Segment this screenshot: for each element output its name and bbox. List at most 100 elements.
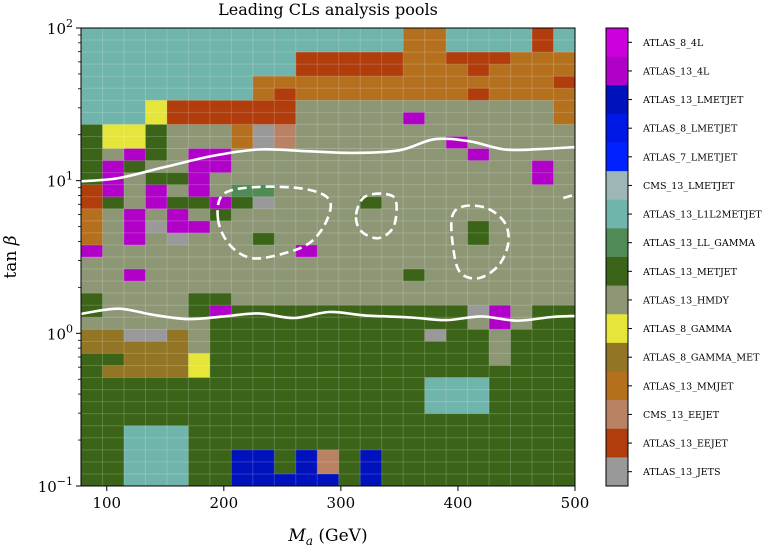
heatmap-cell bbox=[360, 257, 383, 270]
heatmap-cell bbox=[123, 317, 146, 330]
heatmap-cell bbox=[145, 136, 168, 149]
heatmap-cell bbox=[252, 389, 275, 403]
heatmap-cell bbox=[295, 293, 318, 306]
heatmap-cell bbox=[102, 64, 125, 77]
heatmap-cell bbox=[295, 28, 318, 41]
heatmap-cell bbox=[274, 196, 297, 210]
heatmap-cell bbox=[424, 76, 447, 89]
heatmap-cell bbox=[295, 100, 318, 113]
heatmap-cell bbox=[317, 473, 340, 487]
heatmap-cell bbox=[532, 148, 554, 161]
heatmap-cell bbox=[338, 353, 361, 366]
heatmap-cell bbox=[102, 269, 125, 282]
heatmap-cell bbox=[381, 76, 404, 89]
heatmap-cell bbox=[553, 100, 576, 113]
heatmap-cell bbox=[252, 196, 275, 210]
heatmap-cell bbox=[446, 437, 469, 451]
heatmap-cell bbox=[553, 425, 576, 439]
heatmap-cell bbox=[510, 353, 533, 366]
heatmap-cell bbox=[532, 208, 554, 222]
heatmap-cell bbox=[166, 184, 189, 198]
heatmap-cell bbox=[446, 401, 469, 415]
heatmap-cell bbox=[274, 136, 297, 149]
heatmap-cell bbox=[510, 365, 533, 378]
heatmap-cell bbox=[338, 269, 361, 282]
heatmap-cell bbox=[274, 100, 297, 113]
heatmap-cell bbox=[166, 329, 189, 342]
heatmap-cell bbox=[209, 329, 232, 342]
heatmap-cell bbox=[81, 64, 103, 77]
heatmap-cell bbox=[102, 232, 125, 246]
heatmap-cell bbox=[252, 401, 275, 415]
heatmap-cell bbox=[102, 52, 125, 65]
heatmap-cell bbox=[360, 329, 383, 342]
heatmap-cell bbox=[424, 220, 447, 234]
heatmap-cell bbox=[81, 437, 103, 451]
colorbar-label: ATLAS_13_LL_GAMMA bbox=[642, 238, 755, 249]
heatmap-cell bbox=[403, 136, 426, 149]
heatmap-cell bbox=[338, 52, 361, 65]
heatmap-cell bbox=[188, 377, 211, 390]
heatmap-cell bbox=[231, 76, 254, 89]
heatmap-cell bbox=[274, 353, 297, 366]
heatmap-cell bbox=[467, 148, 490, 161]
heatmap-cell bbox=[424, 28, 447, 41]
heatmap-cell bbox=[231, 269, 254, 282]
heatmap-cell bbox=[209, 40, 232, 53]
colorbar-swatch bbox=[606, 28, 628, 57]
heatmap-cell bbox=[489, 88, 511, 101]
heatmap-cell bbox=[532, 220, 554, 234]
heatmap-cell bbox=[381, 341, 404, 354]
heatmap-cell bbox=[403, 40, 426, 53]
heatmap-cell bbox=[360, 341, 383, 354]
heatmap-cell bbox=[553, 401, 576, 415]
heatmap-cell bbox=[188, 389, 211, 403]
heatmap-cell bbox=[209, 136, 232, 149]
heatmap-cell bbox=[166, 437, 189, 451]
colorbar-label: CMS_13_EEJET bbox=[643, 410, 720, 421]
heatmap-cell bbox=[532, 341, 554, 354]
heatmap-cell bbox=[360, 269, 383, 282]
heatmap-cell bbox=[553, 329, 576, 342]
heatmap-cell bbox=[532, 136, 554, 149]
heatmap-cell bbox=[403, 473, 426, 487]
heatmap-cell bbox=[209, 196, 232, 210]
heatmap-cell bbox=[553, 341, 576, 354]
heatmap-cell bbox=[446, 88, 469, 101]
heatmap-cell bbox=[123, 425, 146, 439]
heatmap-cell bbox=[166, 341, 189, 354]
heatmap-cell bbox=[317, 269, 340, 282]
heatmap-cell bbox=[489, 269, 511, 282]
heatmap-cell bbox=[467, 449, 490, 463]
heatmap-cell bbox=[123, 124, 146, 137]
heatmap-cell bbox=[252, 449, 275, 463]
heatmap-cell bbox=[403, 353, 426, 366]
heatmap-cell bbox=[145, 329, 168, 342]
heatmap-cell bbox=[102, 437, 125, 451]
heatmap-cell bbox=[252, 413, 275, 427]
heatmap-cell bbox=[274, 124, 297, 137]
heatmap-cell bbox=[338, 184, 361, 198]
heatmap-cell bbox=[188, 100, 211, 113]
heatmap-cell bbox=[553, 244, 576, 258]
heatmap-cell bbox=[424, 269, 447, 282]
heatmap-cell bbox=[360, 365, 383, 378]
heatmap-cell bbox=[510, 281, 533, 294]
heatmap-cell bbox=[295, 160, 318, 174]
heatmap-cell bbox=[81, 425, 103, 439]
heatmap-cell bbox=[123, 461, 146, 475]
heatmap-cell bbox=[381, 40, 404, 53]
heatmap-cell bbox=[295, 257, 318, 270]
colorbar-swatch bbox=[606, 56, 628, 86]
heatmap-cell bbox=[467, 232, 490, 246]
heatmap-cell bbox=[381, 244, 404, 258]
heatmap-cell bbox=[274, 88, 297, 101]
heatmap-cell bbox=[489, 124, 511, 137]
heatmap-cell bbox=[532, 244, 554, 258]
heatmap-cell bbox=[510, 389, 533, 403]
heatmap-cell bbox=[317, 28, 340, 41]
heatmap-cell bbox=[123, 449, 146, 463]
heatmap-cell bbox=[532, 28, 554, 41]
heatmap-cell bbox=[81, 281, 103, 294]
heatmap-cell bbox=[403, 52, 426, 65]
